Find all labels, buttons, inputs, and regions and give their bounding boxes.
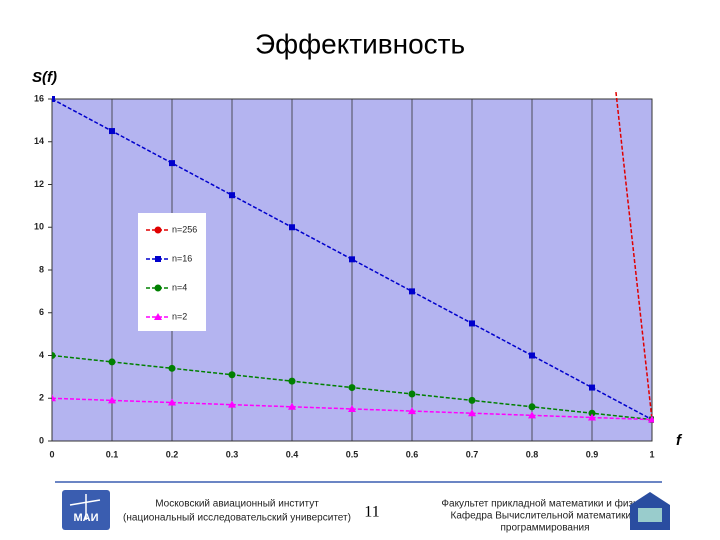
marker	[348, 384, 356, 392]
y-tick-label: 8	[39, 264, 44, 274]
marker	[228, 400, 236, 408]
x-tick-label: 0	[49, 449, 54, 459]
legend-label: n=16	[172, 253, 192, 263]
y-axis-title: S(f)	[32, 69, 57, 86]
y-tick-label: 6	[39, 307, 44, 317]
marker	[52, 96, 55, 102]
x-tick-label: 0.4	[286, 449, 299, 459]
series-line	[52, 98, 653, 421]
logo-text: МАИ	[73, 512, 98, 524]
marker	[288, 402, 296, 410]
marker	[348, 404, 356, 412]
x-tick-label: 0.1	[106, 449, 119, 459]
marker	[52, 394, 56, 402]
x-tick-label: 0.9	[586, 449, 599, 459]
x-tick-label: 0.3	[226, 449, 239, 459]
y-tick-label: 2	[39, 393, 44, 403]
page-number: 11	[364, 504, 379, 521]
footer-text: Кафедра Вычислительной математики и	[451, 510, 640, 522]
right-logo	[630, 492, 670, 530]
marker	[408, 390, 416, 398]
marker	[528, 403, 536, 411]
y-tick-label: 16	[34, 93, 44, 103]
marker	[228, 371, 236, 379]
x-tick-label: 0.5	[346, 449, 359, 459]
marker	[588, 409, 596, 417]
marker	[229, 192, 235, 199]
marker	[108, 396, 116, 404]
marker	[349, 256, 355, 263]
footer-text: Факультет прикладной математики и физики	[441, 498, 648, 510]
y-tick-label: 10	[34, 222, 44, 232]
marker	[528, 411, 536, 419]
marker	[169, 160, 175, 167]
marker	[468, 396, 476, 404]
marker	[588, 413, 596, 421]
footer-text: программирования	[500, 523, 589, 534]
marker	[288, 377, 296, 385]
x-tick-label: 0.2	[166, 449, 179, 459]
marker	[108, 358, 116, 366]
y-tick-label: 0	[39, 435, 44, 445]
y-tick-label: 14	[34, 136, 44, 146]
marker	[168, 364, 176, 372]
legend-box	[138, 213, 206, 331]
chart-title: Эффективность	[255, 28, 465, 59]
marker	[168, 398, 176, 406]
marker	[289, 224, 295, 231]
marker	[468, 409, 476, 417]
marker	[52, 352, 56, 359]
marker	[408, 407, 416, 415]
marker	[109, 128, 115, 135]
y-tick-label: 12	[34, 179, 44, 189]
footer-text: Московский авиационный институт	[155, 499, 319, 510]
marker	[589, 384, 595, 391]
plot-border	[51, 98, 653, 442]
x-tick-label: 0.7	[466, 449, 479, 459]
marker	[648, 415, 654, 423]
footer-text: (национальный исследовательский универси…	[123, 513, 351, 524]
x-tick-label: 1	[649, 449, 654, 459]
marker	[409, 288, 415, 295]
marker	[154, 284, 162, 292]
marker	[469, 320, 475, 327]
marker	[154, 226, 162, 234]
marker	[529, 352, 535, 359]
marker	[155, 256, 161, 262]
x-axis-title: f	[676, 432, 683, 449]
left-logo: МАИ	[62, 490, 110, 530]
x-tick-label: 0.8	[526, 449, 539, 459]
marker	[154, 313, 162, 320]
legend-label: n=2	[172, 311, 187, 321]
x-tick-label: 0.6	[406, 449, 419, 459]
y-tick-label: 4	[39, 350, 44, 360]
legend-label: n=256	[172, 224, 197, 234]
legend-label: n=4	[172, 282, 187, 292]
